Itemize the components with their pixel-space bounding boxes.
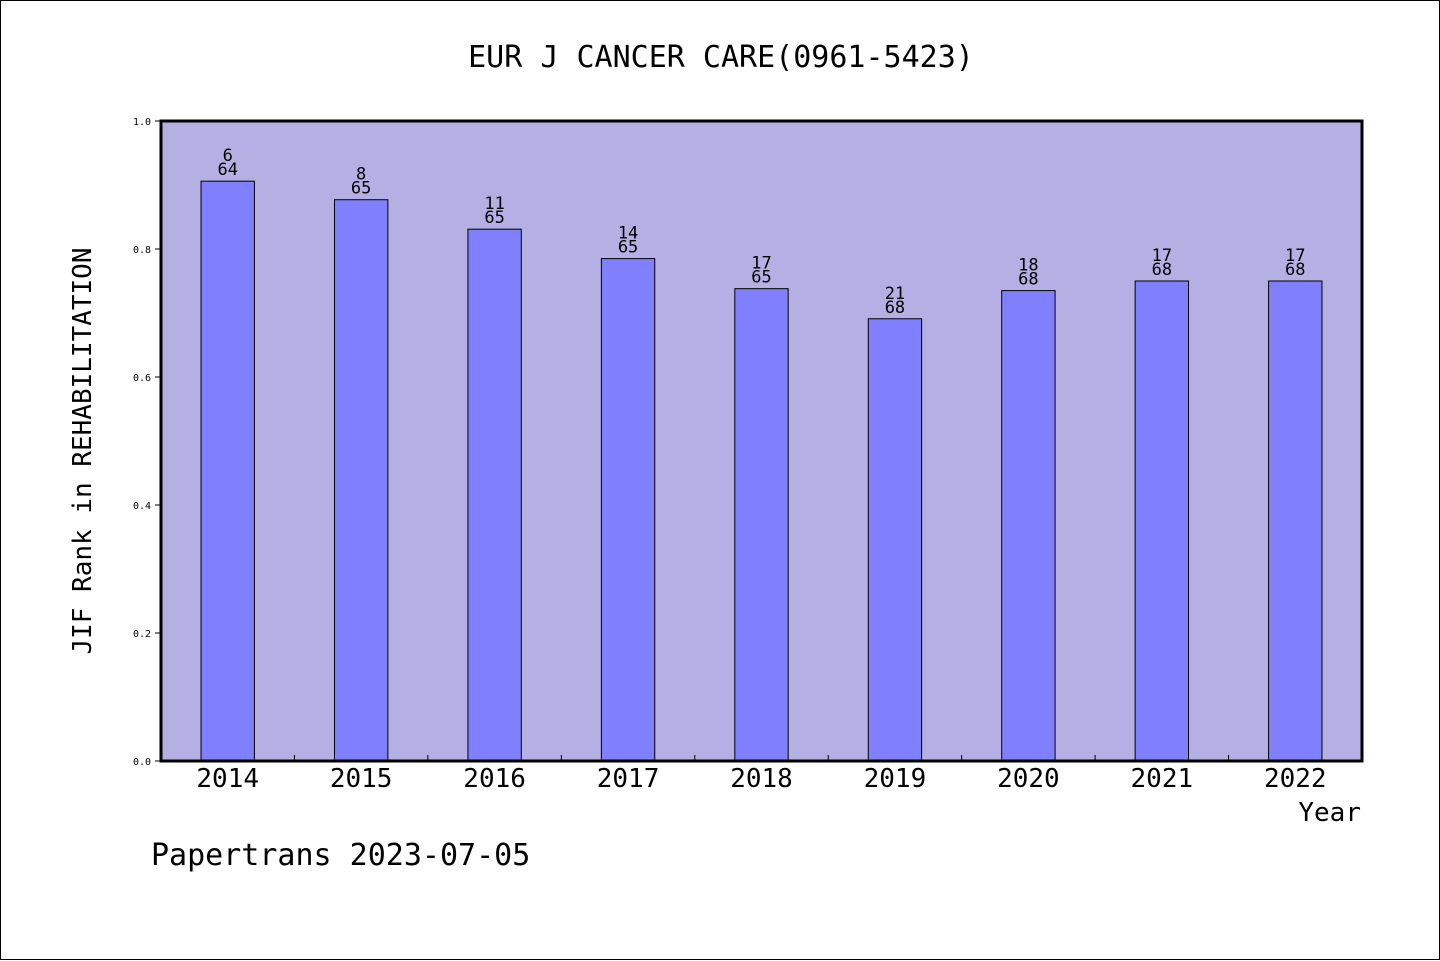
bar-2015 <box>333 199 389 762</box>
bar-2022 <box>1268 280 1323 762</box>
x-tick-label: 2018 <box>730 764 793 794</box>
bar-total-label: 65 <box>351 179 371 199</box>
x-tick-label: 2016 <box>463 764 526 794</box>
y-tick-label: 0.6 <box>133 373 151 384</box>
bar-rank-label: 17 <box>1285 246 1305 266</box>
x-tick-label: 2022 <box>1264 764 1327 794</box>
bar-2014 <box>200 180 255 762</box>
bar-rank-label: 17 <box>751 254 771 274</box>
bar-total-label: 68 <box>1152 260 1172 280</box>
y-tick-label: 0.8 <box>133 245 151 256</box>
bar-total-label: 64 <box>217 160 237 180</box>
x-tick-label: 2014 <box>196 764 259 794</box>
bar-total-label: 65 <box>751 268 771 288</box>
bar-total-label: 68 <box>1285 260 1305 280</box>
x-tick-label: 2017 <box>597 764 660 794</box>
bar-rank-label: 18 <box>1018 256 1038 276</box>
y-tick-label: 1.0 <box>133 117 151 128</box>
bar-total-label: 68 <box>1018 270 1038 290</box>
y-tick-label: 0.2 <box>133 629 151 640</box>
chart-title: EUR J CANCER CARE(0961-5423) <box>468 40 974 75</box>
bar-rank-label: 17 <box>1152 246 1172 266</box>
x-tick-label: 2021 <box>1131 764 1194 794</box>
y-axis: 0.0 0.2 0.4 0.6 0.8 1.0 <box>133 117 161 768</box>
x-tick-label: 2019 <box>864 764 927 794</box>
y-tick-label: 0.4 <box>133 501 151 512</box>
bar-rank-label: 14 <box>618 224 638 244</box>
bar-total-label: 65 <box>484 208 504 228</box>
plot-border <box>159 119 1364 763</box>
bar-2020 <box>1001 290 1056 762</box>
footer-credit: Papertrans 2023-07-05 <box>151 838 530 873</box>
bar-2017 <box>600 258 656 762</box>
bar-rank-label: 6 <box>223 146 233 166</box>
bar-total-label: 65 <box>618 238 638 258</box>
x-axis: 2014 2015 2016 2017 2018 2019 2020 2021 2022 <box>196 755 1327 794</box>
bar-2016 <box>467 228 522 762</box>
bar-2018 <box>734 288 789 762</box>
bar-2019 <box>867 318 923 762</box>
bar-2021 <box>1134 280 1190 762</box>
y-axis-label: JIF Rank in REHABILITATION <box>68 248 98 655</box>
bar-rank-label: 21 <box>885 284 905 304</box>
bar-rank-label: 8 <box>356 165 366 185</box>
bar-rank-label: 11 <box>484 194 504 214</box>
y-tick-label: 0.0 <box>133 757 151 768</box>
x-axis-label: Year <box>1298 798 1361 828</box>
x-tick-label: 2015 <box>330 764 393 794</box>
x-tick-label: 2020 <box>997 764 1060 794</box>
bar-total-label: 68 <box>885 298 905 318</box>
